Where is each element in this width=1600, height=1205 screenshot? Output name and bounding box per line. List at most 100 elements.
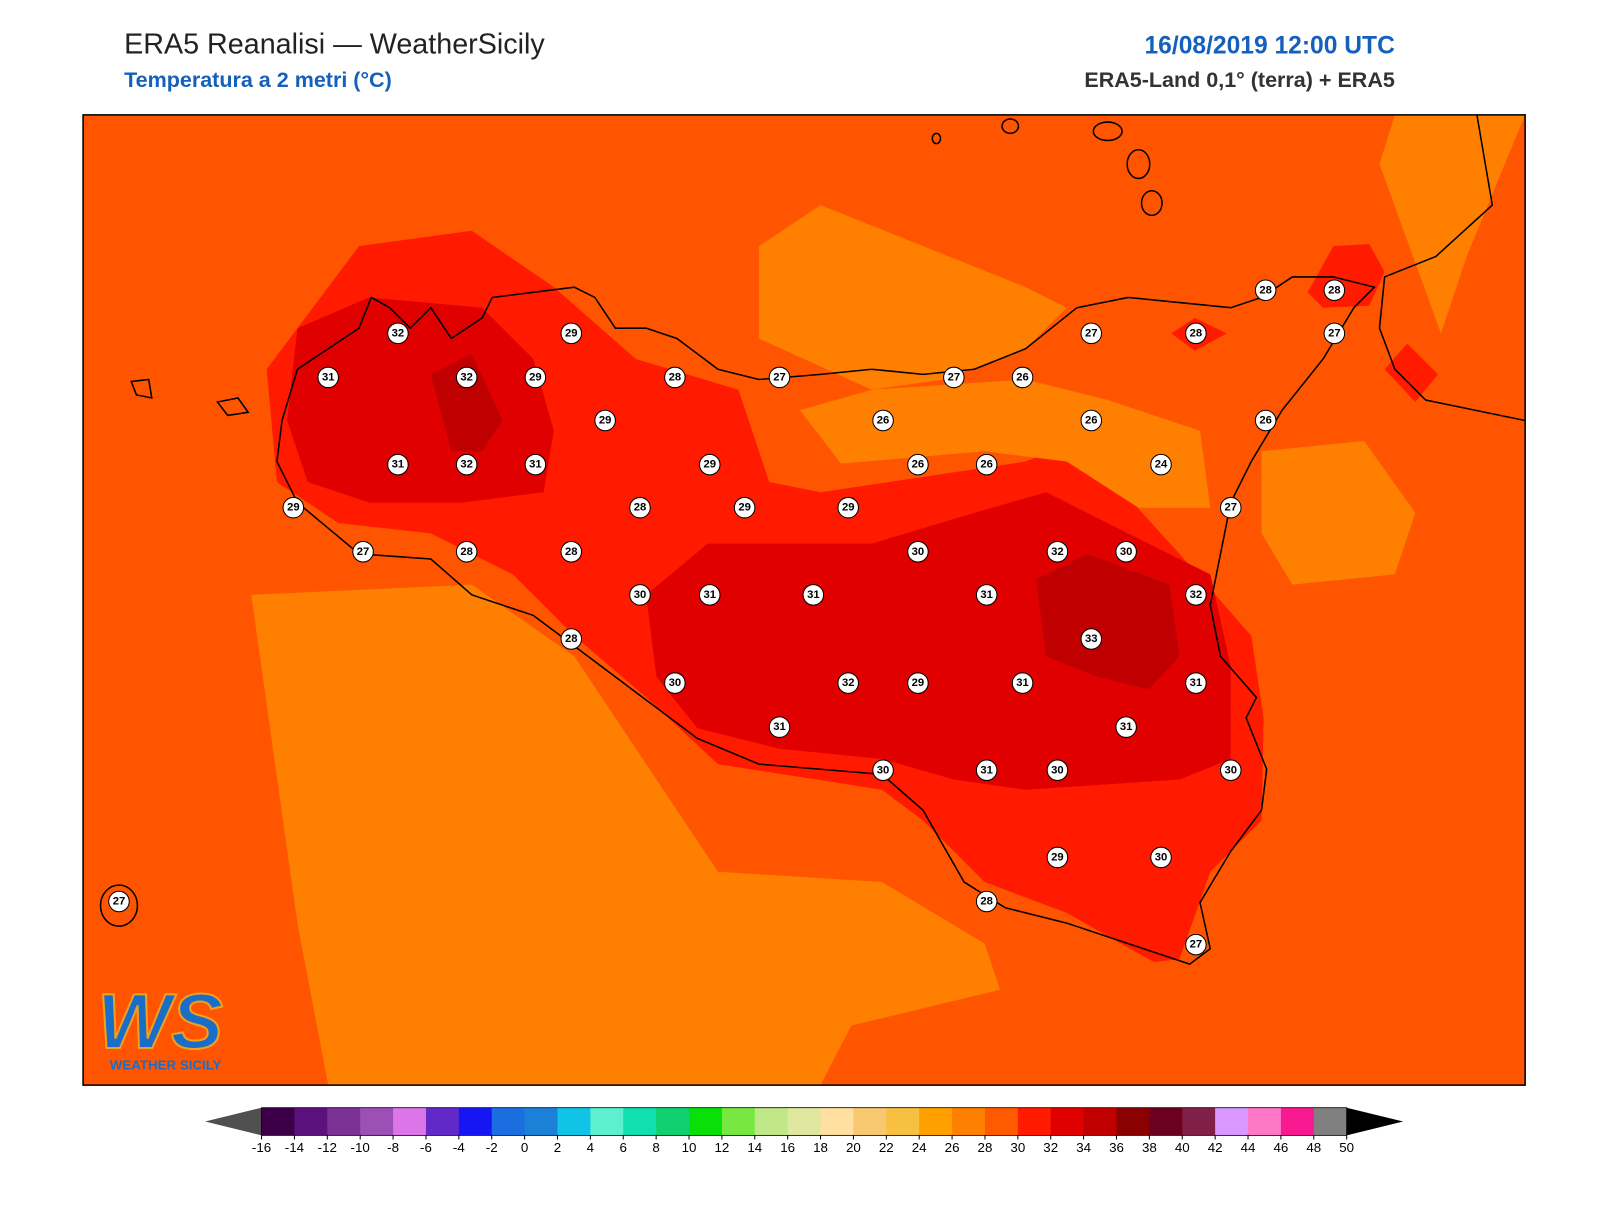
colorbar-bin — [984, 1107, 1019, 1136]
colorbar-tick-label: 50 — [1339, 1140, 1354, 1155]
station-marker — [837, 496, 859, 519]
station-value: 28 — [1328, 284, 1341, 296]
colorbar-tick-label: 34 — [1076, 1140, 1091, 1155]
station-value: 27 — [357, 546, 370, 558]
station-marker — [837, 672, 859, 694]
station-value: 31 — [980, 589, 993, 601]
station-marker — [872, 759, 894, 782]
station-marker — [1115, 716, 1137, 738]
station-marker — [907, 541, 929, 563]
station-marker — [1254, 409, 1277, 432]
colorbar-bin — [557, 1107, 591, 1136]
station-marker — [975, 890, 998, 913]
station-marker — [733, 496, 756, 519]
station-value: 31 — [322, 371, 335, 383]
colorbar-bin — [754, 1107, 789, 1136]
source: ERA5-Land 0,1° (terra) + ERA5 — [1084, 68, 1395, 92]
station-marker — [1185, 584, 1207, 606]
station-value: 24 — [1155, 459, 1168, 471]
station-marker — [629, 496, 651, 519]
colorbar-tick-label: 46 — [1273, 1140, 1288, 1155]
station-value: 32 — [460, 459, 473, 471]
colorbar-tick-label: 4 — [587, 1140, 595, 1155]
station-value: 32 — [1051, 546, 1064, 558]
station-marker — [1046, 759, 1069, 782]
station-marker — [1080, 322, 1103, 345]
colorbar-tick-label: -2 — [486, 1140, 498, 1155]
colorbar-tick-label: 26 — [945, 1140, 960, 1155]
station-marker — [1323, 322, 1346, 345]
contour — [287, 297, 554, 503]
station-value: 32 — [392, 327, 405, 339]
logo-mark: WS — [97, 977, 223, 1065]
colorbar-tick-label: 40 — [1175, 1140, 1190, 1155]
colorbar-bin — [656, 1107, 690, 1136]
colorbar-bin — [590, 1107, 624, 1136]
station-marker — [1185, 672, 1207, 694]
colorbar-tick-label: 16 — [780, 1140, 795, 1155]
station-marker — [1220, 759, 1242, 782]
colorbar-bin — [1083, 1107, 1118, 1136]
colorbar-tick-label: 42 — [1208, 1140, 1223, 1155]
contour — [1261, 441, 1416, 585]
colorbar-tick-label: 38 — [1142, 1140, 1157, 1155]
station-value: 31 — [1190, 677, 1203, 689]
colorbar-tick-label: -4 — [453, 1140, 465, 1155]
station-value: 28 — [980, 896, 993, 908]
colorbar-tick-label: 10 — [682, 1140, 697, 1155]
colorbar-tick-label: 2 — [554, 1140, 561, 1155]
colorbar-tick-label: 22 — [879, 1140, 894, 1155]
colorbar-bin — [1313, 1107, 1348, 1136]
station-marker — [1080, 409, 1103, 432]
colorbar-tick-label: -16 — [252, 1140, 271, 1155]
station-marker — [698, 453, 721, 476]
station-marker — [455, 366, 478, 389]
station-value: 27 — [773, 371, 786, 383]
station-marker — [560, 541, 583, 563]
station-marker — [975, 584, 998, 606]
colorbar-over — [1346, 1107, 1404, 1136]
station-value: 31 — [980, 764, 993, 776]
station-marker — [975, 453, 998, 476]
station-value: 28 — [1259, 284, 1272, 296]
station-marker — [664, 672, 686, 694]
station-marker — [768, 366, 791, 389]
colorbar-tick-label: 24 — [912, 1140, 927, 1155]
colorbar-bin — [1050, 1107, 1085, 1136]
station-value: 28 — [565, 633, 578, 645]
map: 32 29 31 32 29 28 27 29 31 32 31 29 29 28 29 29 27 28 28 30… — [83, 114, 1526, 1086]
station-value: 30 — [1155, 851, 1168, 863]
station-value: 33 — [1085, 633, 1098, 645]
colorbar-bin — [1215, 1107, 1249, 1136]
colorbar-bin — [952, 1107, 986, 1136]
station-value: 31 — [807, 589, 820, 601]
station-value: 30 — [912, 546, 925, 558]
colorbar-tick-label: 48 — [1306, 1140, 1321, 1155]
contour — [430, 353, 503, 452]
station-marker — [1185, 933, 1207, 956]
station-marker — [629, 584, 651, 606]
station-marker — [1080, 628, 1103, 650]
colorbar-bin — [393, 1107, 427, 1136]
stations: 32 29 31 32 29 28 27 29 31 32 31 29 29 28 29 29 27 28 28 30… — [108, 279, 1346, 956]
station-value: 27 — [1085, 327, 1098, 339]
station-marker — [108, 890, 130, 913]
station-value: 28 — [634, 502, 647, 514]
station-marker — [1150, 846, 1172, 869]
colorbar-bin — [1149, 1107, 1183, 1136]
station-value: 27 — [1225, 502, 1238, 514]
station-value: 30 — [1225, 764, 1238, 776]
station-value: 32 — [842, 677, 855, 689]
station-marker — [387, 453, 409, 476]
contour — [1379, 114, 1526, 334]
station-value: 29 — [738, 502, 751, 514]
station-value: 31 — [392, 459, 405, 471]
station-marker — [1115, 541, 1137, 563]
colorbar-bin — [689, 1107, 723, 1136]
station-value: 29 — [599, 415, 612, 427]
colorbar-bin — [721, 1107, 756, 1136]
station-value: 30 — [634, 589, 647, 601]
station-marker — [560, 628, 583, 650]
station-value: 29 — [703, 459, 716, 471]
